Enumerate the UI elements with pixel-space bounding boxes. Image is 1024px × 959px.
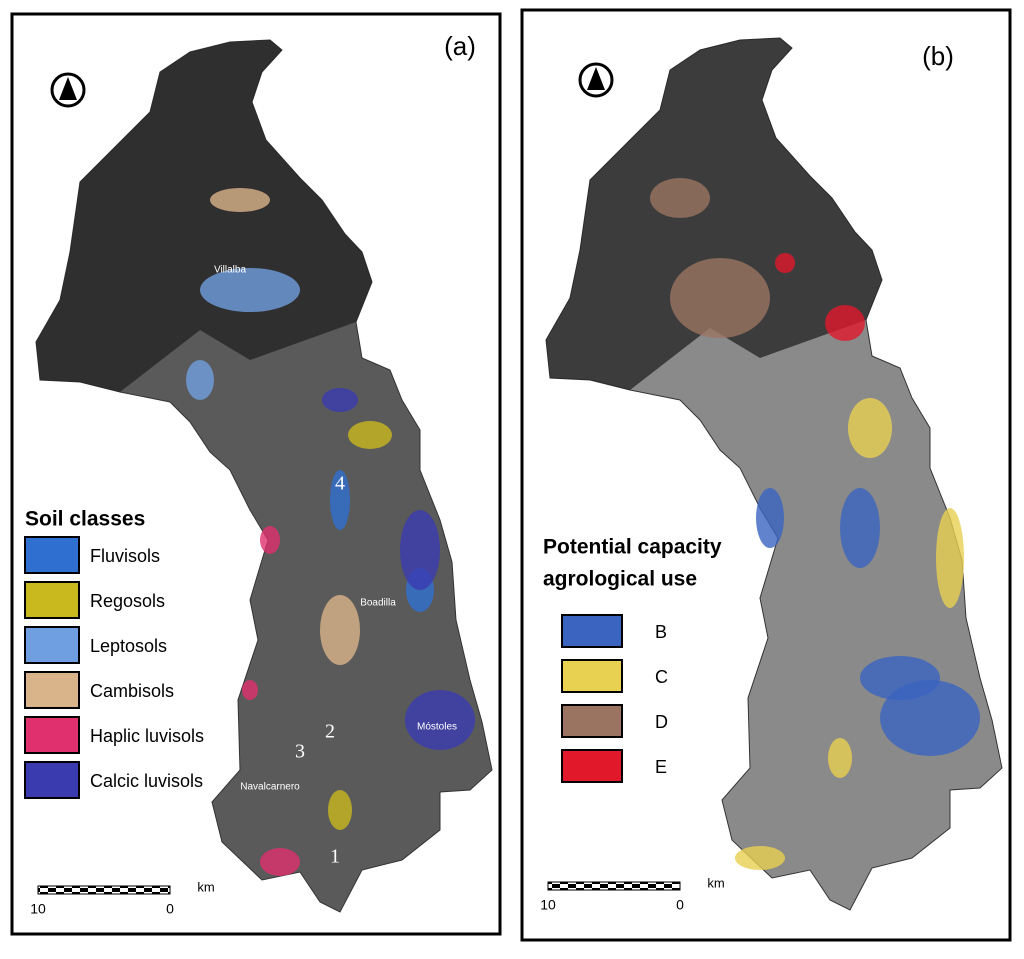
scale-unit: km — [707, 875, 724, 890]
map-patch — [650, 178, 710, 218]
scale-label: 10 — [540, 897, 556, 913]
map-patch — [320, 595, 360, 665]
map-patch — [242, 680, 258, 700]
legend-swatch — [561, 704, 623, 738]
legend-label: C — [655, 667, 668, 687]
legend-swatch — [24, 671, 80, 709]
legend-swatch — [24, 626, 80, 664]
scale-label: 10 — [30, 901, 46, 917]
legend-label: E — [655, 757, 667, 777]
legend-label: Haplic luvisols — [90, 726, 204, 746]
place-label: Navalcarnero — [240, 782, 300, 793]
map-patch — [348, 421, 392, 449]
legend-swatch — [561, 614, 623, 648]
map-patch — [775, 253, 795, 273]
map-patch — [210, 188, 270, 212]
north-arrow-head — [59, 77, 77, 100]
legend-label: Leptosols — [90, 636, 167, 656]
place-label: Móstoles — [417, 722, 457, 733]
map-patch — [186, 360, 214, 400]
scale-label: 0 — [676, 897, 684, 913]
site-number: 1 — [330, 846, 340, 868]
map-patch — [328, 790, 352, 830]
site-number: 2 — [325, 721, 335, 743]
legend-title: agrological use — [543, 568, 697, 591]
legend-swatch — [561, 749, 623, 783]
map-patch — [200, 268, 300, 312]
legend-label: B — [655, 622, 667, 642]
map-patch — [260, 526, 280, 554]
map-patch — [825, 305, 865, 341]
legend-label: Fluvisols — [90, 546, 160, 566]
legend-label: D — [655, 712, 668, 732]
legend-swatch — [24, 581, 80, 619]
legend-label: Calcic luvisols — [90, 771, 203, 791]
panel-label: (b) — [922, 41, 954, 71]
legend-title: Potential capacity — [543, 536, 722, 559]
mountain-area — [546, 38, 882, 390]
map-patch — [735, 846, 785, 870]
scale-bar — [547, 881, 681, 891]
legend-label: Cambisols — [90, 681, 174, 701]
place-label: Villalba — [214, 265, 246, 276]
panel-label: (a) — [444, 31, 476, 61]
map-patch — [936, 508, 964, 608]
map-patch — [840, 488, 880, 568]
legend-label: Regosols — [90, 591, 165, 611]
map-patch — [405, 690, 475, 750]
site-number: 3 — [295, 741, 305, 763]
scale-label: 0 — [166, 901, 174, 917]
legend-swatch — [561, 659, 623, 693]
legend-swatch — [24, 716, 80, 754]
map-patch — [260, 848, 300, 876]
legend-swatch — [24, 761, 80, 799]
map-patch — [322, 388, 358, 412]
map-patch — [848, 398, 892, 458]
scale-unit: km — [197, 879, 214, 894]
map-patch — [400, 510, 440, 590]
map-patch — [860, 656, 940, 700]
map-patch — [756, 488, 784, 548]
legend-title: Soil classes — [25, 508, 145, 531]
map-patch — [330, 470, 350, 530]
north-arrow-head — [587, 67, 605, 90]
map-patch — [670, 258, 770, 338]
place-label: Boadilla — [360, 598, 396, 609]
site-number: 4 — [335, 473, 345, 495]
map-patch — [828, 738, 852, 778]
legend-swatch — [24, 536, 80, 574]
scale-bar — [37, 885, 171, 895]
